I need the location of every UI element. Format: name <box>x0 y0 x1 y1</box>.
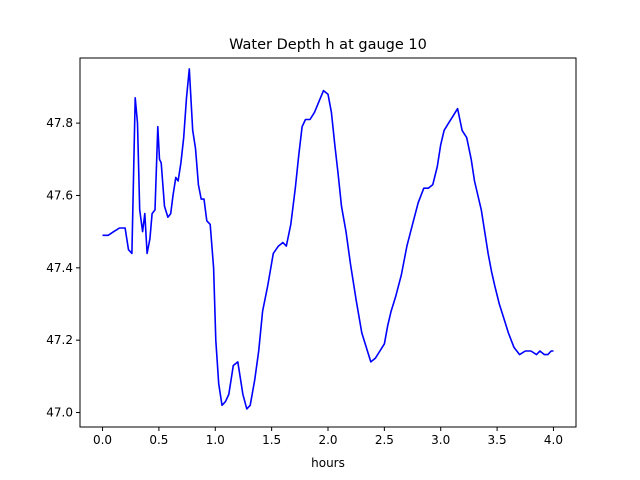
y-tick-label: 47.8 <box>46 116 73 130</box>
y-tick-label: 47.4 <box>46 261 73 275</box>
chart-title: Water Depth h at gauge 10 <box>229 37 427 53</box>
x-tick-label: 3.5 <box>488 433 507 447</box>
x-tick-label: 0.0 <box>93 433 112 447</box>
x-tick-label: 0.5 <box>149 433 168 447</box>
series-line <box>102 68 554 410</box>
x-axis-label: hours <box>311 456 345 470</box>
y-tick-label: 47.2 <box>46 333 73 347</box>
x-tick-label: 2.0 <box>318 433 337 447</box>
x-tick-label: 2.5 <box>375 433 394 447</box>
y-tick-label: 47.6 <box>46 188 73 202</box>
x-axis: 0.0 0.5 1.0 1.5 2.0 2.5 3.0 3.5 4.0 <box>93 427 563 447</box>
x-tick-label: 1.0 <box>206 433 225 447</box>
y-tick-label: 47.0 <box>46 406 73 420</box>
x-tick-label: 4.0 <box>544 433 563 447</box>
x-tick-label: 1.5 <box>262 433 281 447</box>
x-tick-label: 3.0 <box>431 433 450 447</box>
y-axis: 47.0 47.2 47.4 47.6 47.8 <box>46 116 80 420</box>
plot-area-frame <box>79 57 577 428</box>
